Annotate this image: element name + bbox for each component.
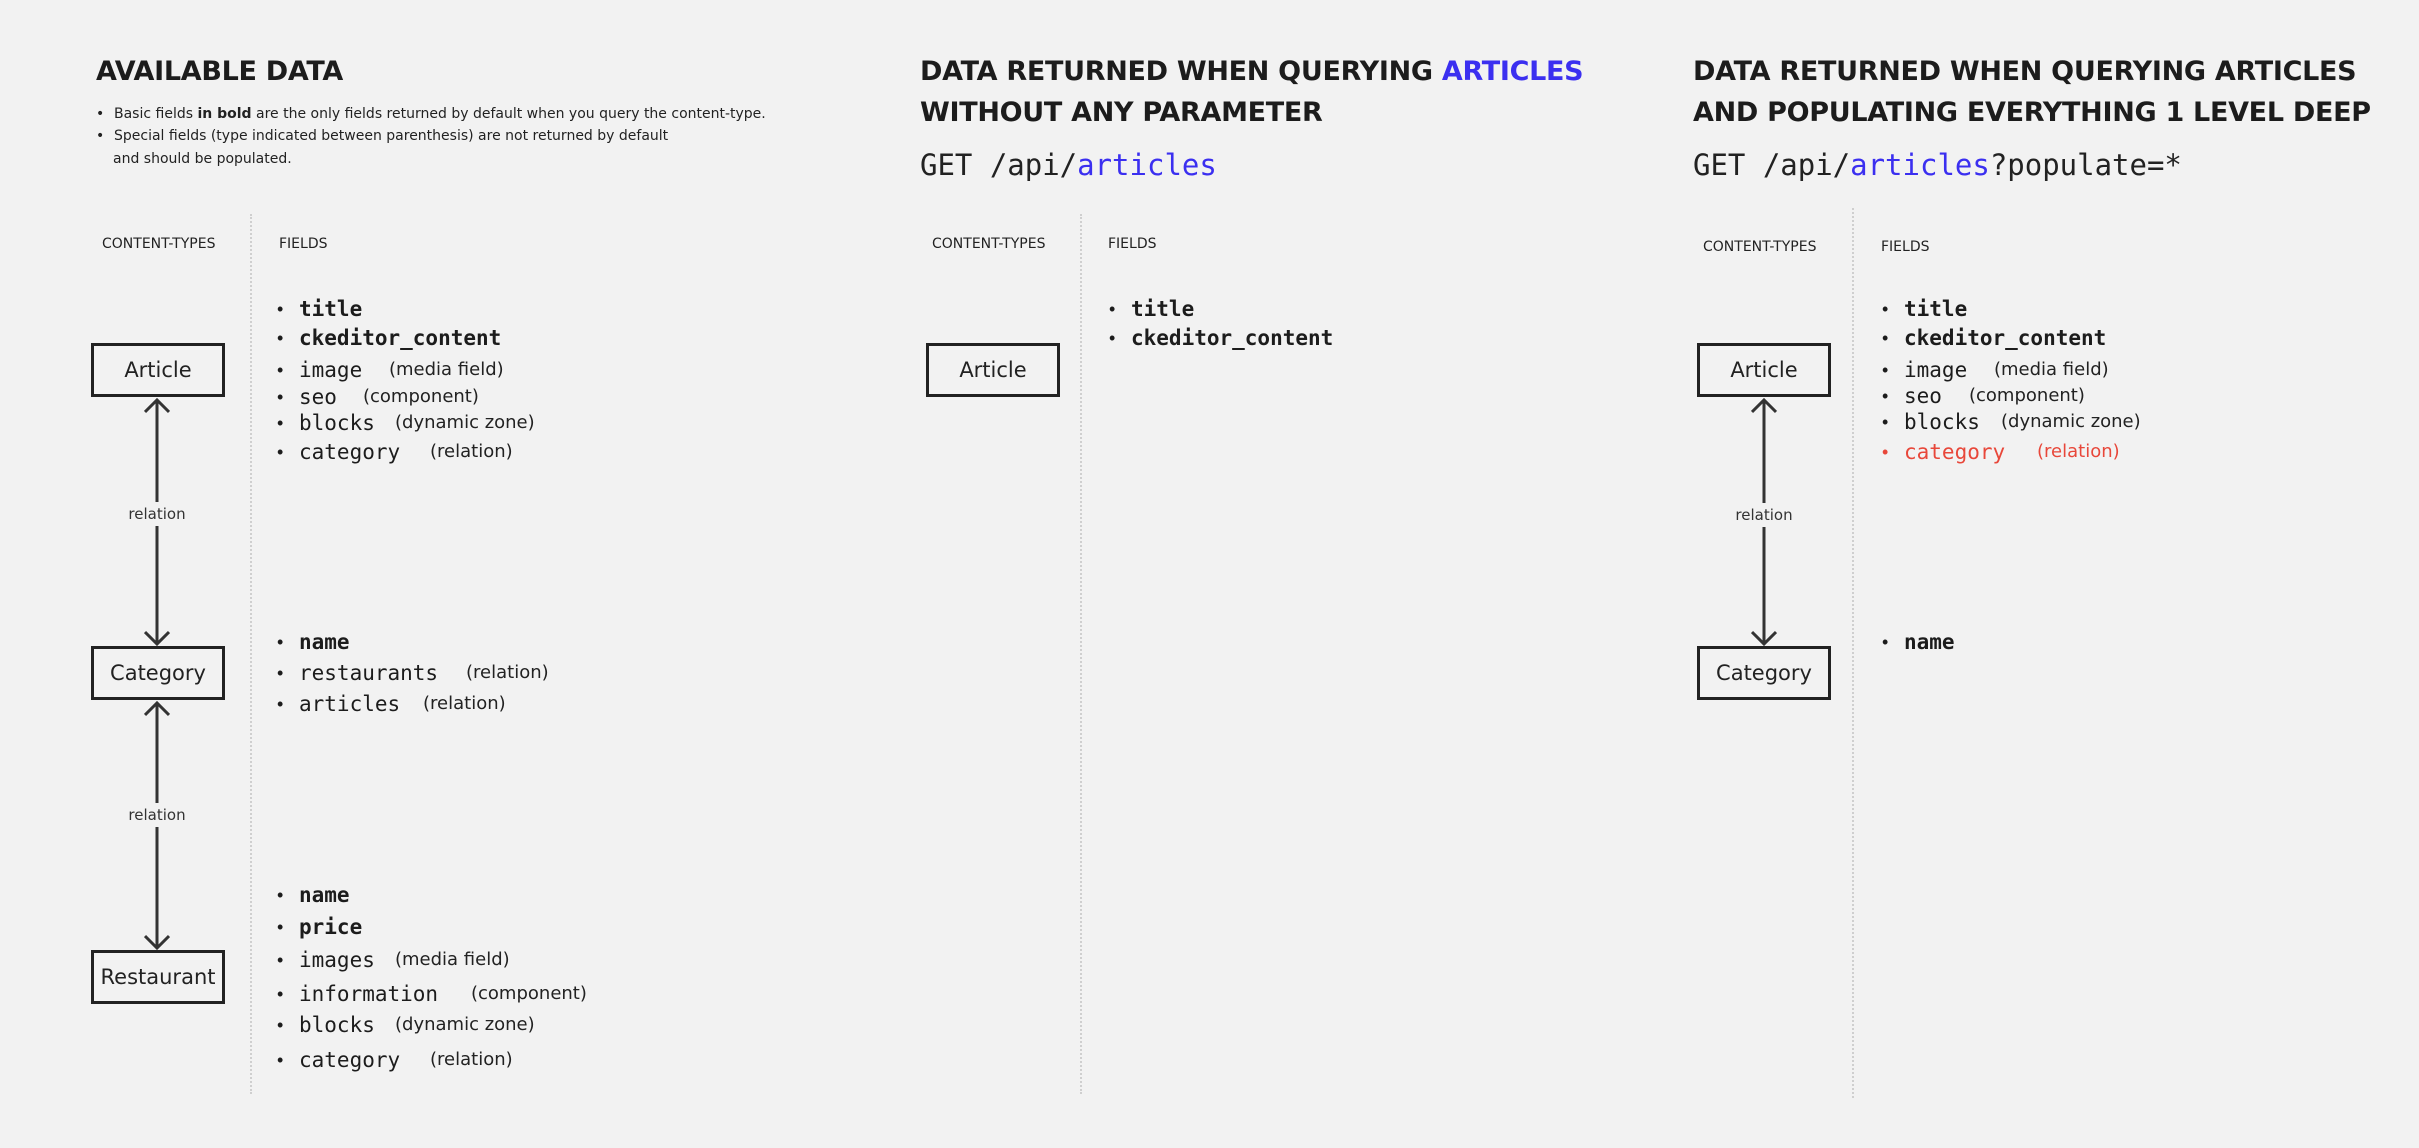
content-type-article: Article bbox=[91, 343, 225, 397]
panel-title: DATA RETURNED WHEN QUERYING ARTICLES bbox=[1693, 56, 2357, 87]
field-type: (component) bbox=[363, 386, 479, 407]
request-text: GET /api/ bbox=[1693, 148, 1851, 182]
title-text: DATA RETURNED WHEN QUERYING bbox=[920, 56, 1442, 87]
field-name: name bbox=[1904, 630, 1955, 654]
column-header-fields: FIELDS bbox=[1108, 236, 1157, 252]
column-header-content-types: CONTENT-TYPES bbox=[932, 236, 1046, 252]
field-name: blocks bbox=[299, 1013, 375, 1037]
request-query: ?populate=* bbox=[1989, 148, 2182, 182]
request-text: GET /api/ bbox=[920, 148, 1078, 182]
field-name: blocks bbox=[299, 411, 375, 435]
column-divider bbox=[1080, 214, 1082, 1094]
field-name: ckeditor_content bbox=[1131, 326, 1334, 350]
column-header-fields: FIELDS bbox=[1881, 239, 1930, 255]
panel-title: AVAILABLE DATA bbox=[96, 56, 344, 87]
field-name: blocks bbox=[1904, 410, 1980, 434]
field-name: image bbox=[299, 358, 363, 382]
note-bold-fields: • Basic fields in bold are the only field… bbox=[96, 106, 766, 122]
field-name: seo bbox=[1904, 384, 1942, 408]
field-type: (dynamic zone) bbox=[395, 1014, 535, 1035]
panel-title-line2: AND POPULATING EVERYTHING 1 LEVEL DEEP bbox=[1693, 97, 2371, 128]
note-text: Basic fields bbox=[114, 106, 198, 122]
field-name: ckeditor_content bbox=[1904, 326, 2107, 350]
field-name: title bbox=[1131, 297, 1195, 321]
field-type: (relation) bbox=[430, 1049, 513, 1070]
note-bold-text: in bold bbox=[197, 106, 252, 122]
field-type: (dynamic zone) bbox=[395, 412, 535, 433]
panel-title: DATA RETURNED WHEN QUERYING ARTICLES bbox=[920, 52, 1584, 92]
field-name: images bbox=[299, 948, 375, 972]
api-request: GET /api/articles?populate=* bbox=[1693, 147, 2182, 183]
title-highlight: ARTICLES bbox=[1441, 56, 1584, 87]
field-name: name bbox=[299, 630, 350, 654]
field-name: seo bbox=[299, 385, 337, 409]
field-name: information bbox=[299, 982, 439, 1006]
relation-label: relation bbox=[128, 502, 186, 526]
content-type-article: Article bbox=[926, 343, 1060, 397]
field-type: (relation) bbox=[430, 441, 513, 462]
relation-label: relation bbox=[1735, 503, 1793, 527]
field-name: restaurants bbox=[299, 661, 439, 685]
field-type: (component) bbox=[471, 983, 587, 1004]
note-text: are the only fields returned by default … bbox=[251, 106, 766, 122]
note-special-fields-cont: and should be populated. bbox=[113, 151, 292, 167]
relation-label: relation bbox=[128, 803, 186, 827]
field-type: (media field) bbox=[1994, 359, 2109, 380]
field-name: name bbox=[299, 883, 350, 907]
column-divider bbox=[1852, 208, 1854, 1098]
content-type-restaurant: Restaurant bbox=[91, 950, 225, 1004]
column-header-fields: FIELDS bbox=[279, 236, 328, 252]
field-type: (component) bbox=[1969, 385, 2085, 406]
api-request: GET /api/articles bbox=[920, 147, 1217, 183]
field-type: (relation) bbox=[2037, 441, 2120, 462]
field-name: category bbox=[299, 1048, 401, 1072]
field-type: (media field) bbox=[395, 949, 510, 970]
content-type-article: Article bbox=[1697, 343, 1831, 397]
field-type: (relation) bbox=[466, 662, 549, 683]
column-header-content-types: CONTENT-TYPES bbox=[1703, 239, 1817, 255]
content-type-category: Category bbox=[91, 646, 225, 700]
panel-title-line2: WITHOUT ANY PARAMETER bbox=[920, 97, 1323, 128]
field-name: articles bbox=[299, 692, 401, 716]
field-name: image bbox=[1904, 358, 1968, 382]
field-name: title bbox=[1904, 297, 1968, 321]
request-endpoint: articles bbox=[1850, 148, 1990, 182]
field-name: category bbox=[299, 440, 401, 464]
field-name: title bbox=[299, 297, 363, 321]
note-text: Special fields (type indicated between p… bbox=[114, 128, 669, 144]
field-type: (relation) bbox=[423, 693, 506, 714]
content-type-category: Category bbox=[1697, 646, 1831, 700]
field-type: (media field) bbox=[389, 359, 504, 380]
field-name: price bbox=[299, 915, 363, 939]
column-header-content-types: CONTENT-TYPES bbox=[102, 236, 216, 252]
column-divider bbox=[250, 214, 252, 1094]
request-endpoint: articles bbox=[1077, 148, 1217, 182]
field-name: ckeditor_content bbox=[299, 326, 502, 350]
field-type: (dynamic zone) bbox=[2001, 411, 2141, 432]
note-special-fields: • Special fields (type indicated between … bbox=[96, 128, 669, 144]
field-name: category bbox=[1904, 440, 2006, 464]
